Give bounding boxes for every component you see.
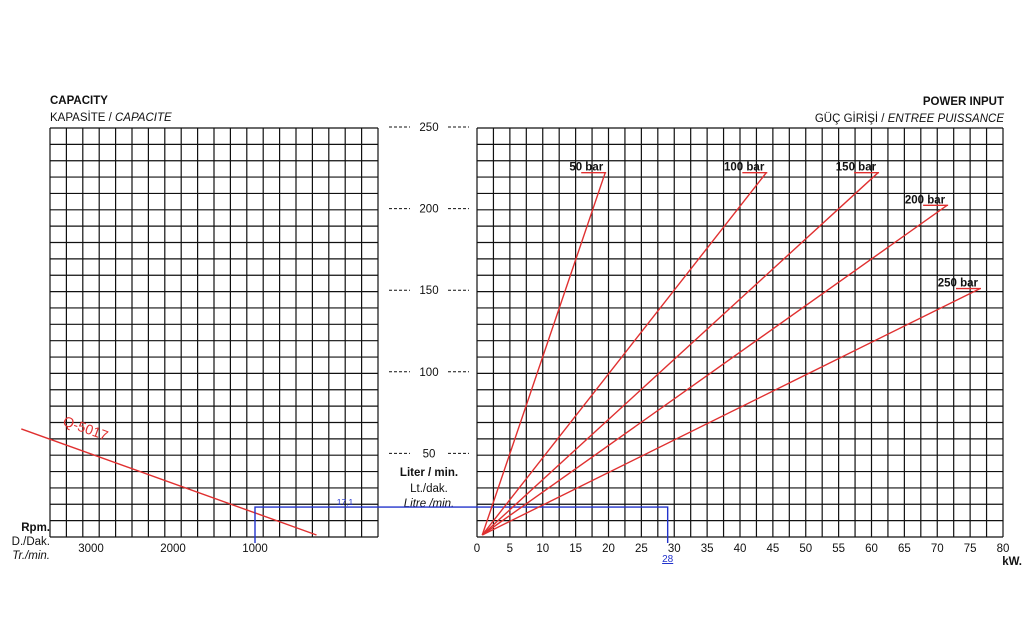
center-tick-label: 250 [419, 122, 438, 134]
kw-tick-label: 80 [997, 543, 1010, 555]
kw-tick-label: 40 [734, 543, 747, 555]
reading-line [254, 506, 669, 543]
power-grid [476, 127, 1004, 538]
series-label: 200 bar [905, 194, 946, 206]
kw-tick-labels: 0 5 10 15 20 25 30 35 40 45 50 55 60 65 70 75 80 [474, 543, 1010, 555]
capacity-subtitle-fr: CAPACITE [115, 112, 172, 124]
series-label: 50 bar [569, 162, 603, 174]
reading-annotation: 17,1 [337, 497, 354, 507]
capacity-grid [49, 127, 379, 538]
power-input-subtitle-tr: GÜÇ GİRİŞİ / [815, 112, 888, 125]
center-axis-label-3: Litre /min. [404, 498, 455, 510]
rpm-tick-label: 3000 [78, 543, 104, 555]
series-label: 100 bar [724, 162, 765, 174]
kw-tick-label: 10 [536, 543, 549, 555]
center-tick-label: 100 [419, 367, 438, 379]
kw-tick-label: 25 [635, 543, 648, 555]
center-tick-label: 150 [419, 285, 438, 297]
power-input-title: POWER INPUT [923, 96, 1004, 108]
rpm-tick-labels: 3000 2000 1000 [78, 543, 268, 555]
capacity-subtitle-tr: KAPASİTE / [50, 111, 115, 124]
center-axis-label-2: Lt./dak. [410, 483, 448, 495]
center-axis-ticks: 250 200 150 100 50 [389, 122, 469, 460]
kw-tick-label: 5 [507, 543, 513, 555]
kw-tick-label: 55 [832, 543, 845, 555]
series-line [481, 172, 606, 536]
kw-unit-label: kW. [1002, 556, 1022, 568]
series-label: 250 bar [938, 278, 979, 290]
series-line-q-5017 [21, 428, 317, 536]
kw-tick-label: 15 [569, 543, 582, 555]
kw-tick-label: 20 [602, 543, 615, 555]
kw-tick-label: 60 [865, 543, 878, 555]
rpm-tick-label: 2000 [160, 543, 186, 555]
center-tick-label: 50 [423, 448, 436, 460]
kw-tick-label: 65 [898, 543, 911, 555]
kw-tick-label: 0 [474, 543, 480, 555]
series-line [481, 204, 948, 536]
kw-tick-label: 35 [701, 543, 714, 555]
rpm-unit-label-tr: D./Dak. [12, 536, 50, 548]
center-axis-label-1: Liter / min. [400, 467, 458, 479]
reading-annotation: 28 [662, 554, 674, 565]
series-line [481, 172, 767, 536]
capacity-subtitle: KAPASİTE / CAPACITE [50, 111, 172, 124]
kw-tick-label: 75 [964, 543, 977, 555]
capacity-title: CAPACITY [50, 95, 108, 107]
rpm-tick-label: 1000 [242, 543, 268, 555]
center-tick-label: 200 [419, 204, 438, 216]
rpm-unit-label-fr: Tr./min. [12, 550, 50, 562]
power-input-subtitle-fr: ENTREE PUISSANCE [888, 113, 1005, 125]
rpm-unit-label: Rpm. [21, 522, 50, 534]
kw-tick-label: 70 [931, 543, 944, 555]
series-line [481, 287, 981, 536]
kw-tick-label: 30 [668, 543, 681, 555]
power-input-subtitle: GÜÇ GİRİŞİ / ENTREE PUISSANCE [815, 112, 1004, 125]
kw-tick-label: 50 [799, 543, 812, 555]
series-line [481, 172, 879, 536]
series-label: 150 bar [836, 162, 877, 174]
kw-tick-label: 45 [766, 543, 779, 555]
